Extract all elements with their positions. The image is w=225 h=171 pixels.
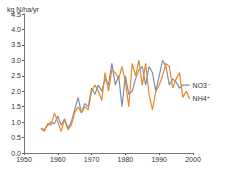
svg-text:1990: 1990 <box>151 156 167 163</box>
svg-text:NO3⁻: NO3⁻ <box>193 82 211 89</box>
svg-text:1970: 1970 <box>84 156 100 163</box>
svg-text:1950: 1950 <box>16 156 32 163</box>
svg-text:1960: 1960 <box>50 156 66 163</box>
svg-text:2000: 2000 <box>185 156 201 163</box>
svg-text:kg N/ha/yr: kg N/ha/yr <box>7 6 40 14</box>
svg-text:0.0: 0.0 <box>11 149 21 157</box>
svg-text:3.5: 3.5 <box>11 41 21 48</box>
svg-text:1980: 1980 <box>118 156 134 163</box>
svg-text:4.5: 4.5 <box>11 10 21 18</box>
svg-text:NH4⁺: NH4⁺ <box>193 95 211 102</box>
svg-text:1.5: 1.5 <box>11 103 21 110</box>
svg-text:2.5: 2.5 <box>11 72 21 79</box>
svg-text:3.0: 3.0 <box>11 57 21 64</box>
svg-text:1.0: 1.0 <box>11 119 21 126</box>
svg-text:4.0: 4.0 <box>11 26 21 33</box>
svg-text:2.0: 2.0 <box>11 88 21 95</box>
svg-text:0.5: 0.5 <box>11 134 21 141</box>
